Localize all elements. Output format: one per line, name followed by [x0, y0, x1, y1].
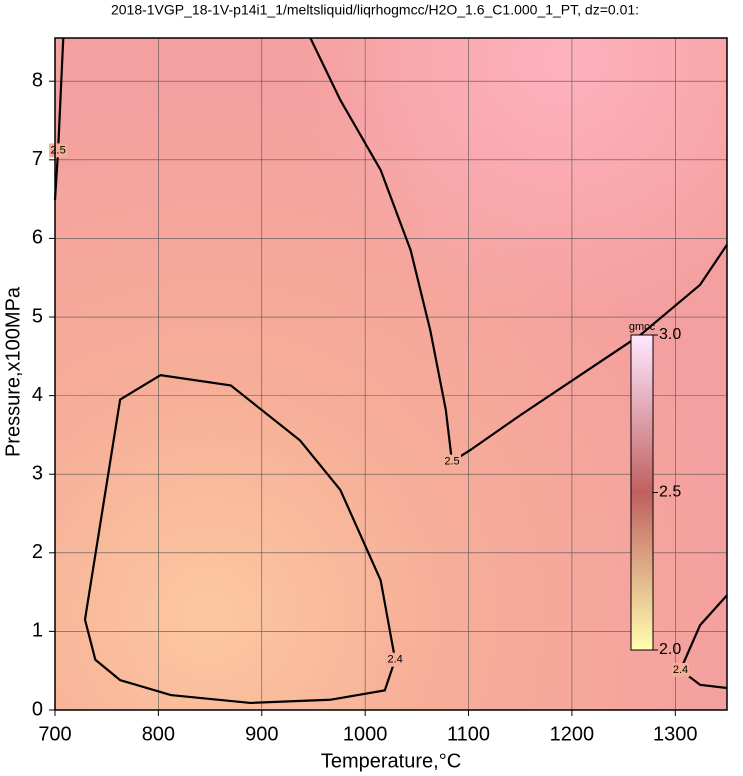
- colorbar: [630, 334, 654, 651]
- contour-label: 2.5: [50, 144, 65, 156]
- colorbar-label: gmcc: [629, 321, 656, 333]
- x-tick-label: 1100: [447, 723, 490, 745]
- contour-label: 2.5: [444, 456, 459, 468]
- y-tick-label: 1: [32, 620, 43, 642]
- y-tick-label: 6: [32, 227, 43, 249]
- plot-frame: [54, 37, 728, 711]
- contour-label-bg: [442, 454, 461, 469]
- y-tick-label: 4: [32, 384, 43, 406]
- x-tick-label: 900: [245, 723, 278, 745]
- x-tick-label: 1300: [653, 723, 698, 745]
- y-tick-label: 7: [32, 148, 43, 170]
- colorbar-tick-label: 2.0: [659, 641, 681, 658]
- contour-label-bg: [49, 143, 68, 158]
- y-tick-label: 0: [32, 698, 43, 720]
- contour-label: 2.4: [387, 654, 402, 666]
- y-tick-label: 3: [32, 462, 43, 484]
- colorbar-tick-label: 2.5: [659, 484, 681, 501]
- contour-label-bg: [671, 662, 690, 677]
- x-axis-title: Temperature,°C: [321, 750, 461, 772]
- y-tick-label: 8: [32, 70, 43, 92]
- y-axis-title: Pressure,x100MPa: [2, 286, 24, 457]
- y-tick-label: 2: [32, 541, 43, 563]
- contour-label: 2.4: [673, 664, 688, 676]
- x-tick-label: 1200: [550, 723, 595, 745]
- contour-label-bg: [386, 652, 405, 667]
- x-tick-label: 700: [38, 723, 71, 745]
- chart-title: 2018-1VGP_18-1V-p14i1_1/meltsliquid/liqr…: [111, 2, 639, 18]
- x-tick-label: 800: [142, 723, 175, 745]
- y-tick-label: 5: [32, 305, 43, 327]
- x-tick-label: 1000: [343, 723, 388, 745]
- plot-tint: [55, 38, 727, 710]
- colorbar-tick-label: 3.0: [659, 326, 681, 343]
